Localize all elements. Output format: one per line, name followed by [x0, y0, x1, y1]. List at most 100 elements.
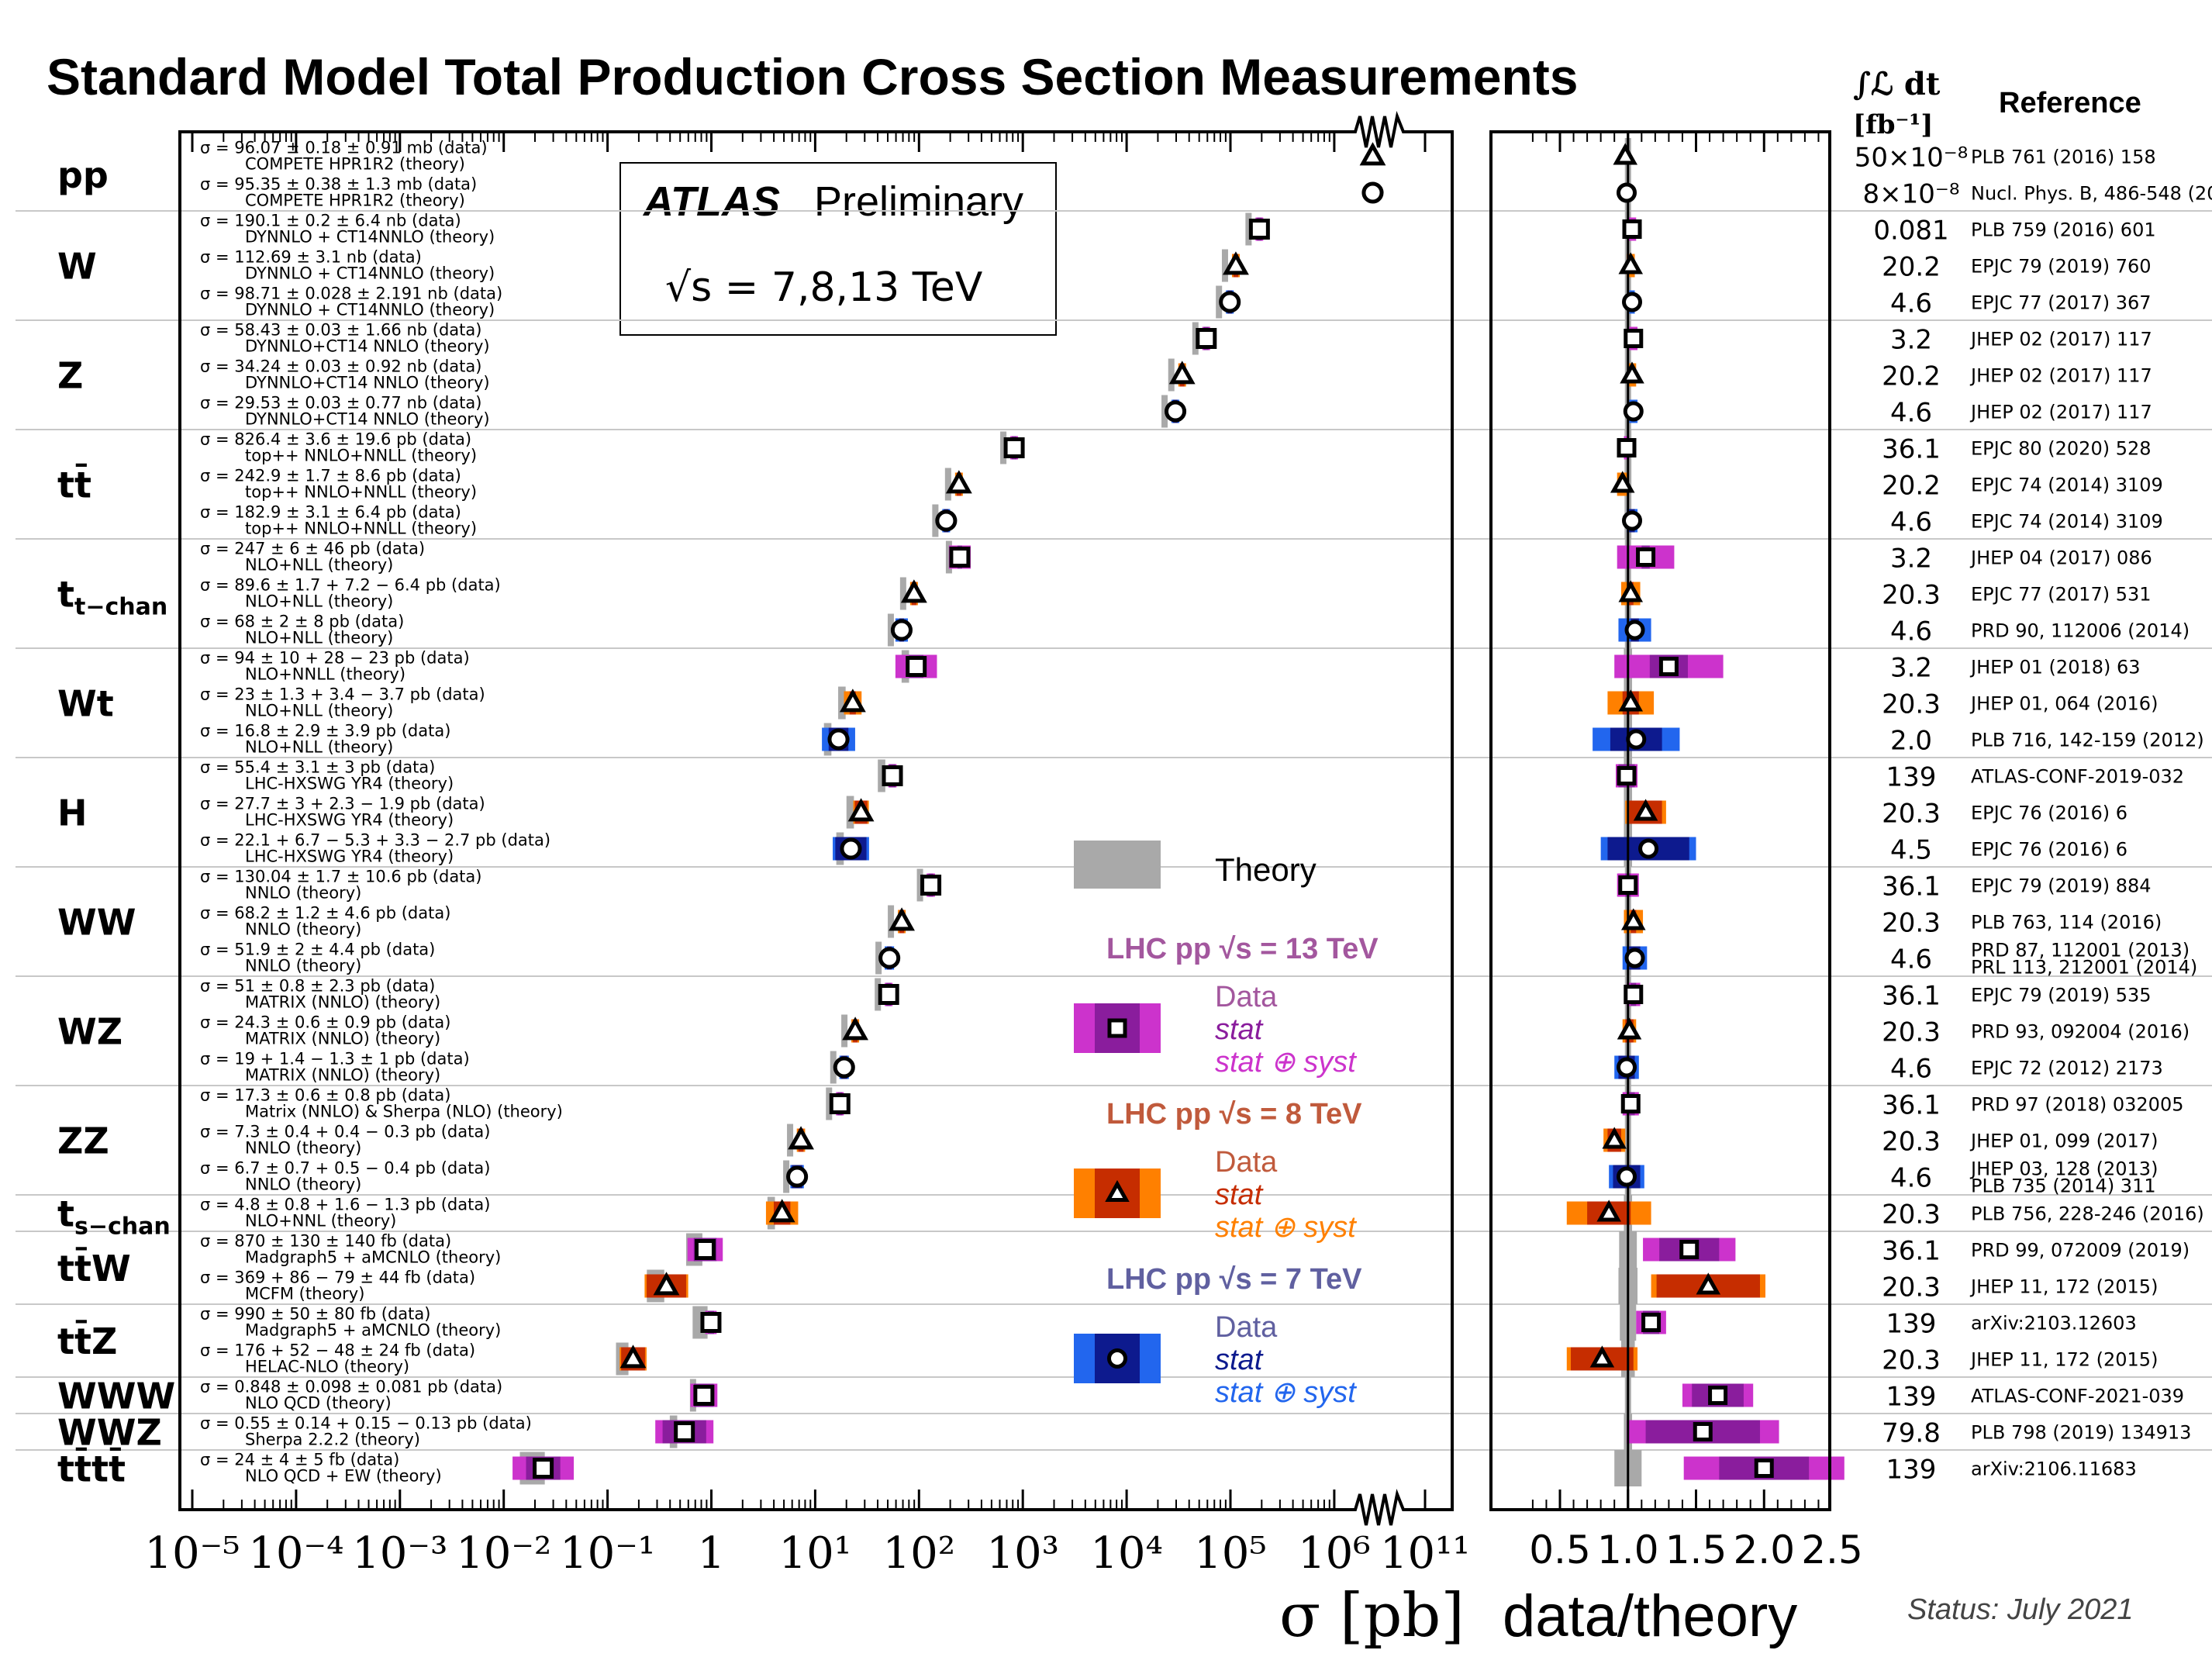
reference-text: JHEP 02 (2017) 117 — [1969, 365, 2152, 387]
data-marker-ratio — [1616, 182, 1637, 203]
data-marker-main — [1361, 181, 1384, 204]
process-label: tt̄ — [57, 463, 91, 506]
reference-text: ATLAS-CONF-2019-032 — [1971, 766, 2184, 788]
luminosity-value: 3.2 — [1890, 653, 1932, 684]
data-marker-ratio — [1610, 471, 1635, 493]
process-label-subscript: s−chan — [74, 1213, 171, 1241]
main-x-tick-label: 10¹¹ — [1380, 1528, 1470, 1579]
reference-text: EPJC 79 (2019) 884 — [1971, 875, 2152, 897]
measurement-value-text: σ = 68.2 ± 1.2 ± 4.6 pb (data) — [200, 904, 450, 923]
main-x-tick-label: 10⁻⁵ — [144, 1528, 240, 1579]
data-marker-main — [889, 907, 915, 931]
data-marker-ratio — [1622, 219, 1642, 239]
theory-source-text: NLO+NLL (theory) — [245, 629, 393, 647]
measurement-value-text: σ = 369 + 86 − 79 ± 44 fb (data) — [200, 1269, 475, 1287]
theory-source-text: Matrix (NNLO) & Sherpa (NLO) (theory) — [245, 1103, 563, 1121]
energy-label: √s = 7,8,13 TeV — [665, 264, 983, 311]
luminosity-value: 4.6 — [1890, 1054, 1932, 1085]
theory-source-text: DYNNLO+CT14 NNLO (theory) — [245, 410, 490, 429]
measurement-value-text: σ = 22.1 + 6.7 − 5.3 + 3.3 − 2.7 pb (dat… — [200, 831, 550, 850]
legend-energy-title: LHC pp √s = 7 TeV — [1106, 1263, 1362, 1296]
legend-syst-label: stat ⊕ syst — [1215, 1046, 1357, 1079]
reference-text: JHEP 01 (2018) 63 — [1969, 657, 2141, 678]
theory-band-main — [888, 905, 895, 938]
data-marker-ratio — [1623, 401, 1644, 422]
process-label-subscript: t−chan — [74, 594, 167, 621]
theory-source-text: DYNNLO+CT14 NNLO (theory) — [245, 337, 490, 356]
data-marker-ratio — [1620, 361, 1644, 384]
luminosity-value: 20.3 — [1882, 1345, 1941, 1376]
main-x-tick-label: 10⁶ — [1298, 1528, 1371, 1579]
legend-energy-title: LHC pp √s = 8 TeV — [1106, 1098, 1362, 1131]
data-marker-main — [840, 837, 862, 860]
data-marker-main — [839, 689, 866, 713]
data-marker-main — [920, 875, 942, 896]
data-marker-ratio — [1641, 1313, 1662, 1332]
data-marker-main — [1223, 251, 1249, 275]
legend-theory-label: Theory — [1215, 851, 1317, 888]
theory-source-text: Madgraph5 + aMCNLO (theory) — [245, 1248, 501, 1267]
reference-text: EPJC 80 (2020) 528 — [1971, 438, 2152, 460]
measurement-value-text: σ = 7.3 ± 0.4 + 0.4 − 0.3 pb (data) — [200, 1123, 490, 1141]
data-marker-main — [935, 509, 958, 532]
data-marker-ratio — [1617, 1017, 1642, 1040]
process-label: W — [57, 246, 97, 288]
measurement-value-text: σ = 182.9 ± 3.1 ± 6.4 pb (data) — [200, 503, 461, 522]
data-marker-main — [1219, 291, 1241, 313]
theory-band-main — [1192, 322, 1199, 355]
reference-text: EPJC 79 (2019) 535 — [1971, 985, 2152, 1006]
process-label: tt̄Z — [57, 1320, 117, 1362]
theory-source-text: NNLO (theory) — [245, 957, 361, 975]
legend-marker — [1107, 1018, 1127, 1038]
reference-text: PLB 756, 228-246 (2016) — [1971, 1203, 2204, 1225]
luminosity-value: 4.6 — [1890, 507, 1932, 538]
theory-source-text: Madgraph5 + aMCNLO (theory) — [245, 1321, 501, 1340]
theory-band-main — [1168, 358, 1175, 392]
process-label: pp — [57, 154, 109, 196]
data-marker-main — [827, 728, 850, 751]
reference-header: Reference — [1999, 87, 2141, 119]
luminosity-value: 4.6 — [1890, 398, 1932, 429]
reference-text: PLB 735 (2014) 311 — [1971, 1175, 2156, 1197]
legend-energy-title: LHC pp √s = 13 TeV — [1106, 933, 1379, 965]
reference-text: PLB 798 (2019) 134913 — [1971, 1422, 2191, 1444]
measurement-value-text: σ = 0.55 ± 0.14 + 0.15 − 0.13 pb (data) — [200, 1414, 532, 1433]
theory-source-text: COMPETE HPR1R2 (theory) — [245, 192, 465, 210]
legend-data-label: Data — [1215, 1146, 1278, 1179]
data-marker-main — [1359, 142, 1386, 166]
main-x-tick-label: 10⁻² — [456, 1528, 551, 1579]
reference-text: arXiv:2103.12603 — [1971, 1313, 2137, 1334]
luminosity-value: 20.3 — [1882, 1017, 1941, 1048]
preliminary-label: Preliminary — [814, 178, 1023, 225]
data-marker-ratio — [1617, 438, 1637, 457]
data-marker-ratio — [1618, 580, 1644, 602]
reference-text: EPJC 77 (2017) 531 — [1971, 584, 2152, 606]
theory-source-text: NLO+NLL (theory) — [245, 738, 393, 757]
main-x-tick-label: 10⁴ — [1090, 1528, 1163, 1579]
reference-text: PRD 87, 112001 (2013) — [1971, 940, 2190, 961]
main-x-tick-label: 10¹ — [779, 1528, 852, 1579]
main-x-tick-label: 10⁻¹ — [560, 1528, 655, 1579]
luminosity-value: 20.2 — [1882, 471, 1941, 502]
data-marker-ratio — [1613, 143, 1638, 165]
luminosity-value: 8×10⁻⁸ — [1863, 179, 1960, 210]
theory-source-text: NNLO (theory) — [245, 1139, 361, 1158]
measurement-value-text: σ = 16.8 ± 2.9 ± 3.9 pb (data) — [200, 722, 450, 740]
data-marker-ratio — [1616, 1166, 1637, 1187]
data-marker-ratio — [1693, 1422, 1713, 1441]
data-marker-main — [890, 619, 913, 641]
measurement-value-text: σ = 34.24 ± 0.03 ± 0.92 nb (data) — [200, 357, 481, 376]
data-marker-main — [533, 1458, 554, 1479]
measurement-value-text: σ = 24.3 ± 0.6 ± 0.9 pb (data) — [200, 1013, 450, 1032]
legend-syst-label: stat ⊕ syst — [1215, 1376, 1357, 1409]
atlas-box — [619, 162, 1057, 336]
measurement-value-text: σ = 23 ± 1.3 + 3.4 − 3.7 pb (data) — [200, 685, 485, 704]
measurement-value-text: σ = 242.9 ± 1.7 ± 8.6 pb (data) — [200, 467, 461, 485]
data-marker-ratio — [1658, 657, 1679, 676]
ratio-plot-frame — [1489, 130, 1831, 1511]
theory-source-text: NLO+NNL (theory) — [245, 1212, 396, 1231]
data-marker-ratio — [1626, 729, 1647, 750]
reference-text: JHEP 11, 172 (2015) — [1969, 1276, 2158, 1298]
theory-band-main — [878, 759, 885, 792]
data-marker-main — [847, 798, 875, 822]
